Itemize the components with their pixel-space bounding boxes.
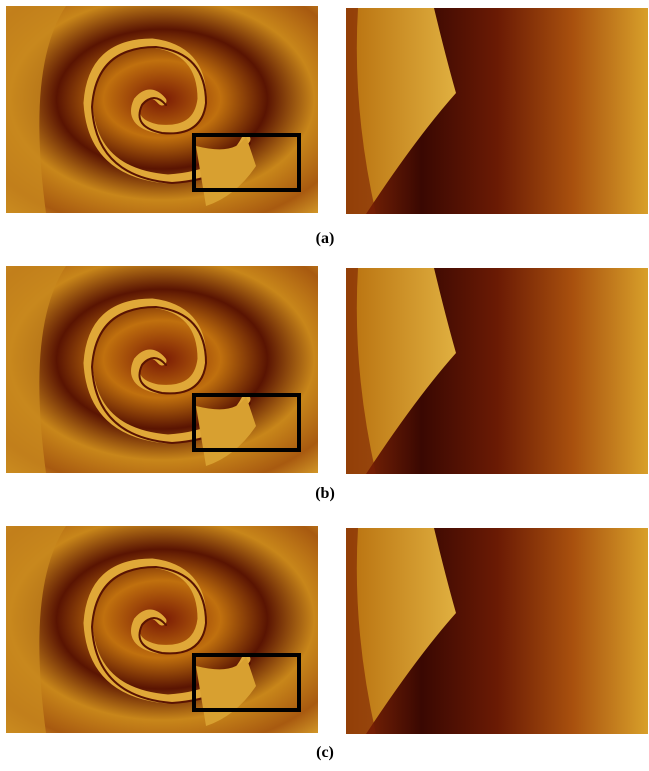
caption: (b) (315, 485, 335, 502)
panel-b: (b) (6, 266, 648, 502)
image (6, 266, 318, 473)
image (6, 6, 318, 213)
figure: (a) (b) (c) (0, 0, 649, 766)
caption: (a) (316, 230, 335, 247)
image (6, 526, 318, 733)
zoom-image (346, 528, 648, 734)
zoom-image (346, 268, 648, 474)
panel-a: (a) (6, 6, 648, 247)
panel-c: (c) (6, 526, 648, 761)
zoom-image (346, 8, 648, 214)
caption: (c) (316, 744, 334, 761)
